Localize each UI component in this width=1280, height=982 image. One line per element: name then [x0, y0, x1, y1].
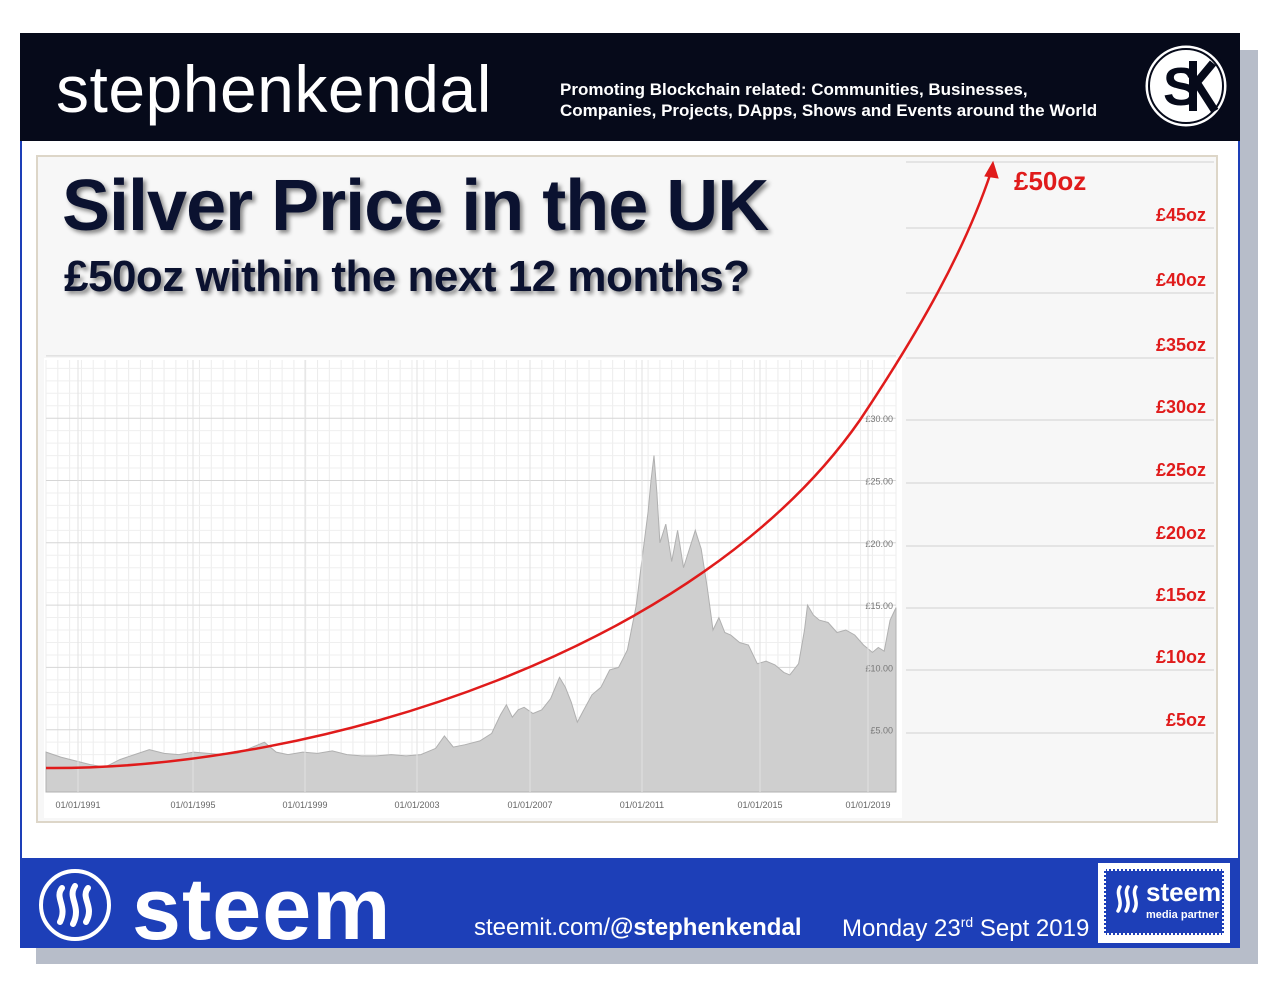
x-tick-label: 01/01/1999 — [282, 800, 327, 810]
y-tick-label: £25.00 — [865, 477, 893, 487]
forecast-axis-label: £40oz — [1156, 270, 1206, 290]
date-suffix: rd — [960, 914, 974, 930]
y-tick-label: £10.00 — [865, 663, 893, 673]
forecast-axis-label: £5oz — [1166, 710, 1206, 730]
x-tick-label: 01/01/2003 — [394, 800, 439, 810]
slide-title: Silver Price in the UK — [62, 166, 769, 246]
y-tick-label: £15.00 — [865, 601, 893, 611]
footer-bar: steem steemit.com/@stephenkendal Monday … — [20, 858, 1240, 958]
sk-monogram-icon: S — [1142, 42, 1230, 130]
x-tick-label: 01/01/2019 — [845, 800, 890, 810]
steem-mark-icon — [1116, 885, 1138, 913]
header-bar: stephenkendal Promoting Blockchain relat… — [20, 33, 1240, 141]
x-tick-label: 01/01/2007 — [507, 800, 552, 810]
post-date: Monday 23rd Sept 2019 — [842, 914, 1089, 943]
forecast-axis-label: £20oz — [1156, 523, 1206, 543]
slide-subtitle: £50oz within the next 12 months? — [64, 252, 750, 301]
x-tick-label: 01/01/1991 — [55, 800, 100, 810]
forecast-axis-label: £35oz — [1156, 335, 1206, 355]
y-tick-label: £5.00 — [870, 726, 893, 736]
brand-name: stephenkendal — [56, 52, 492, 126]
silver-price-area — [45, 455, 897, 793]
date-prefix: Monday 23 — [842, 915, 961, 942]
forecast-axis-label: £25oz — [1156, 460, 1206, 480]
date-rest: Sept 2019 — [973, 915, 1090, 942]
forecast-curve — [45, 171, 993, 770]
steem-logo-icon — [39, 869, 111, 941]
tagline-line-2: Companies, Projects, DApps, Shows and Ev… — [560, 101, 1098, 120]
steem-wordmark: steem — [132, 859, 392, 958]
forecast-axis-label: £15oz — [1156, 585, 1206, 605]
media-partner-inner: steem media partner — [1104, 869, 1224, 935]
forecast-axis-label: £45oz — [1156, 205, 1206, 225]
forecast-axis-label: £30oz — [1156, 397, 1206, 417]
forecast-target-label: £50oz — [1014, 166, 1086, 196]
x-tick-label: 01/01/2015 — [737, 800, 782, 810]
tagline: Promoting Blockchain related: Communitie… — [560, 79, 1097, 121]
forecast-arrowhead — [984, 160, 999, 179]
site-url[interactable]: steemit.com/@stephenkendal — [474, 914, 801, 942]
x-tick-label: 01/01/1995 — [170, 800, 215, 810]
y-tick-label: £30.00 — [865, 414, 893, 424]
tagline-line-1: Promoting Blockchain related: Communitie… — [560, 80, 1028, 99]
partner-name: steem — [1146, 877, 1222, 907]
forecast-axis-label: £10oz — [1156, 647, 1206, 667]
site-prefix: steemit.com/ — [474, 914, 611, 941]
x-tick-label: 01/01/2011 — [620, 800, 664, 810]
y-tick-label: £20.00 — [865, 539, 893, 549]
site-handle: @stephenkendal — [610, 914, 802, 941]
partner-sub: media partner — [1146, 909, 1219, 921]
media-partner-badge: steem media partner — [1098, 863, 1230, 943]
